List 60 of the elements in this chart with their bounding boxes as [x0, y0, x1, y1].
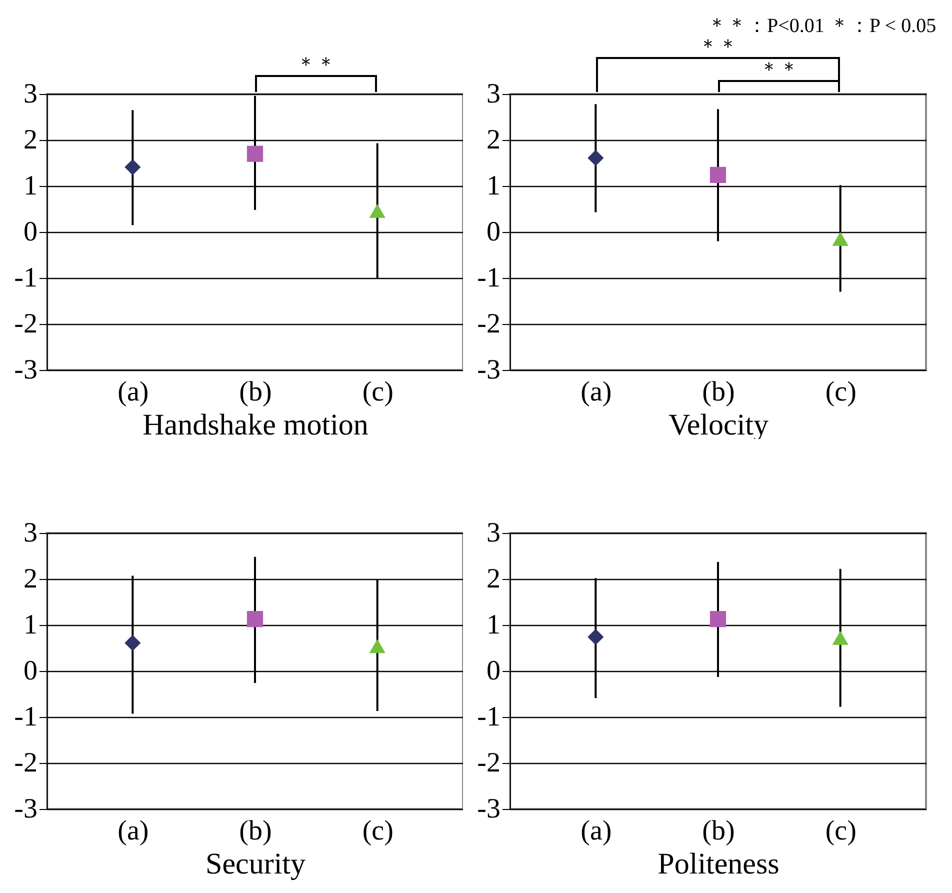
point	[832, 232, 848, 246]
point	[588, 628, 604, 646]
x-tick-label: (b)	[702, 376, 735, 408]
x-tick-label: (a)	[580, 816, 612, 846]
y-tick-label: 3	[486, 78, 500, 110]
y-tick-label: -1	[477, 262, 500, 294]
text: ＊＊：P<0.01 ＊：P < 0.05	[707, 15, 936, 37]
y-tick-label: 3	[24, 518, 38, 548]
text: ＊＊	[296, 54, 336, 76]
y-tick-label: 2	[486, 564, 500, 594]
x-tick-label: (c)	[362, 376, 394, 408]
y-tick-label: 1	[24, 170, 38, 202]
y-tick-label: 1	[486, 610, 500, 640]
y-tick-label: -3	[14, 794, 38, 824]
point	[246, 146, 264, 162]
x-tick-label: (a)	[118, 376, 149, 408]
x-tick-label: (c)	[362, 816, 394, 846]
text: ＊＊	[759, 59, 800, 81]
point	[710, 610, 726, 628]
y-tick-label: 2	[486, 124, 500, 156]
y-tick-label: 0	[486, 216, 500, 248]
y-tick-label: -2	[477, 308, 500, 340]
y-tick-label: -2	[14, 308, 38, 340]
x-axis-title: Security	[206, 848, 306, 880]
y-tick-label: 0	[486, 656, 500, 686]
y-tick-label: -2	[477, 748, 500, 778]
y-tick-label: 0	[24, 216, 38, 248]
x-tick-label: (a)	[118, 816, 149, 846]
x-tick-label: (c)	[825, 376, 856, 408]
point	[832, 630, 848, 645]
x-tick-label: (b)	[239, 376, 272, 408]
y-tick-label: -1	[14, 702, 38, 732]
point	[124, 634, 141, 651]
x-axis-title: Handshake motion	[142, 408, 368, 442]
point	[124, 159, 141, 176]
y-tick-label: -3	[477, 354, 500, 386]
y-tick-label: 3	[24, 78, 38, 110]
point	[710, 166, 726, 184]
x-tick-label: (a)	[580, 376, 612, 408]
x-tick-label: (b)	[239, 816, 272, 846]
y-tick-label: 0	[24, 656, 38, 686]
y-tick-label: 3	[486, 518, 500, 548]
y-tick-label: -1	[14, 262, 38, 294]
point	[369, 204, 386, 218]
x-axis-title: Politeness	[658, 848, 780, 880]
text: ＊＊	[698, 36, 738, 58]
y-tick-label: -2	[14, 748, 38, 778]
y-tick-label: 1	[24, 610, 38, 640]
x-tick-label: (c)	[825, 816, 856, 846]
y-tick-label: 1	[486, 170, 500, 202]
y-tick-label: -1	[477, 702, 500, 732]
y-tick-label: 2	[24, 124, 38, 156]
x-axis-title: Velocity	[668, 408, 768, 442]
point	[369, 639, 386, 654]
point	[588, 150, 604, 166]
y-tick-label: 2	[24, 564, 38, 594]
y-tick-label: -3	[14, 354, 38, 386]
y-tick-label: -3	[477, 794, 500, 824]
x-tick-label: (b)	[702, 816, 735, 846]
point	[246, 610, 264, 628]
